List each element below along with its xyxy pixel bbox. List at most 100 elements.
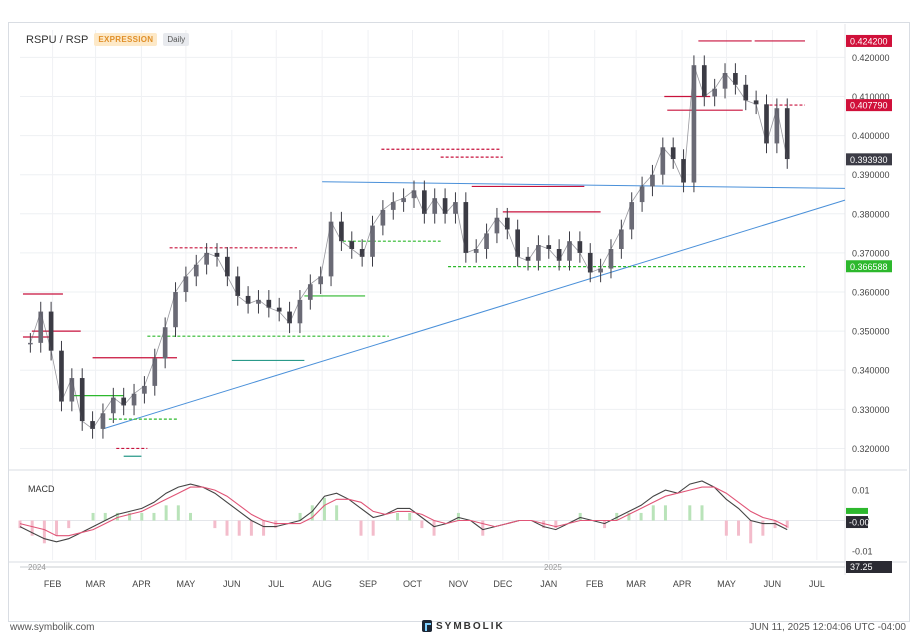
price-candle bbox=[48, 311, 54, 351]
price-candle bbox=[225, 256, 230, 277]
interval-tag[interactable]: Daily bbox=[163, 33, 190, 46]
x-tick-label: MAY bbox=[717, 579, 736, 589]
price-candle bbox=[722, 73, 728, 89]
price-candle bbox=[173, 292, 178, 328]
macd-tick-label: 0.01 bbox=[852, 486, 870, 496]
price-candle bbox=[608, 249, 614, 269]
price-candle bbox=[494, 217, 500, 234]
chart-header: RSPU / RSP EXPRESSION Daily bbox=[26, 33, 190, 46]
price-candle bbox=[753, 100, 759, 105]
x-tick-label: DEC bbox=[493, 579, 513, 589]
macd-title: MACD bbox=[28, 484, 55, 494]
price-badge-text: 0.366588 bbox=[850, 262, 888, 272]
macd-tick-label: -0.01 bbox=[852, 546, 873, 556]
price-candle bbox=[370, 225, 375, 257]
website-link[interactable]: www.symbolik.com bbox=[10, 622, 95, 633]
price-candle bbox=[411, 190, 417, 199]
symbolik-logo-icon bbox=[422, 620, 432, 632]
price-candle bbox=[328, 221, 334, 277]
y-tick-label: 0.420000 bbox=[852, 53, 890, 63]
timestamp: JUN 11, 2025 12:04:06 UTC -04:00 bbox=[749, 622, 906, 633]
brand-logo: SYMBOLIK bbox=[422, 620, 505, 632]
x-tick-label: FEB bbox=[586, 579, 604, 589]
price-candle bbox=[245, 295, 251, 304]
price-candle bbox=[359, 249, 365, 257]
price-candle bbox=[69, 378, 75, 402]
timeline-badge bbox=[846, 561, 892, 573]
price-candle bbox=[214, 252, 220, 257]
x-tick-label: JAN bbox=[540, 579, 557, 589]
y-tick-label: 0.410000 bbox=[852, 92, 890, 102]
price-candle bbox=[121, 397, 127, 406]
price-candle bbox=[712, 88, 717, 97]
x-tick-label: APR bbox=[132, 579, 151, 589]
x-tick-label: SEP bbox=[359, 579, 377, 589]
price-candle bbox=[401, 198, 406, 203]
price-candle bbox=[473, 249, 479, 253]
x-tick-label: JUL bbox=[268, 579, 284, 589]
price-candle bbox=[142, 385, 147, 394]
price-candle bbox=[59, 350, 64, 402]
price-candle bbox=[764, 104, 769, 144]
symbol-label[interactable]: RSPU / RSP bbox=[26, 33, 89, 46]
price-candle bbox=[90, 421, 95, 429]
price-candle bbox=[701, 65, 707, 97]
price-candle bbox=[504, 217, 510, 230]
price-badge bbox=[846, 153, 892, 166]
macd-value-text: -0.00 bbox=[849, 518, 870, 528]
price-candle bbox=[639, 186, 645, 203]
y-tick-label: 0.380000 bbox=[852, 209, 890, 219]
price-candle bbox=[453, 202, 458, 214]
x-tick-label: FEB bbox=[44, 579, 62, 589]
price-candle bbox=[152, 358, 158, 386]
x-tick-label: JUL bbox=[809, 579, 825, 589]
price-candle bbox=[162, 327, 168, 359]
price-candle bbox=[307, 284, 313, 300]
horizontal-trendline bbox=[322, 181, 846, 189]
price-candle bbox=[598, 268, 603, 273]
price-candle bbox=[38, 311, 44, 343]
price-candle bbox=[515, 229, 520, 257]
macd-signal-line bbox=[19, 486, 788, 537]
x-tick-label: APR bbox=[673, 579, 692, 589]
rising-trendline bbox=[102, 199, 846, 430]
x-tick-label: MAY bbox=[176, 579, 195, 589]
price-candle bbox=[193, 264, 199, 277]
price-candle bbox=[318, 276, 324, 285]
price-candle bbox=[183, 276, 189, 293]
price-candle bbox=[629, 202, 635, 230]
price-candle bbox=[79, 378, 85, 422]
price-candle bbox=[463, 202, 469, 253]
timeline-year: 2025 bbox=[544, 563, 562, 572]
price-badge-text: 0.424200 bbox=[850, 36, 888, 46]
price-candle bbox=[297, 299, 303, 324]
y-tick-label: 0.360000 bbox=[852, 288, 890, 298]
macd-value-badge bbox=[846, 516, 868, 529]
price-candle bbox=[525, 256, 531, 261]
price-candle bbox=[380, 209, 386, 226]
price-candle bbox=[681, 159, 686, 183]
price-candle bbox=[204, 252, 209, 265]
price-badge-text: 0.407790 bbox=[850, 101, 888, 111]
price-badge bbox=[846, 34, 892, 47]
y-tick-label: 0.400000 bbox=[852, 131, 890, 141]
price-candle bbox=[390, 202, 396, 210]
timeline-year: 2024 bbox=[28, 563, 46, 572]
price-candle bbox=[339, 221, 344, 242]
y-tick-label: 0.330000 bbox=[852, 405, 890, 415]
price-candle bbox=[670, 147, 676, 160]
x-tick-label: MAR bbox=[86, 579, 107, 589]
price-candle bbox=[774, 108, 780, 144]
price-candle bbox=[556, 249, 562, 261]
price-candle bbox=[256, 299, 261, 304]
price-candle bbox=[577, 241, 583, 253]
y-tick-label: 0.370000 bbox=[852, 248, 890, 258]
price-candle bbox=[287, 311, 292, 324]
price-candle bbox=[28, 342, 33, 345]
price-candle bbox=[733, 73, 738, 85]
price-candle bbox=[110, 397, 116, 414]
y-tick-label: 0.320000 bbox=[852, 444, 890, 454]
price-badge-text: 0.393930 bbox=[850, 155, 888, 165]
price-candle bbox=[422, 190, 427, 214]
